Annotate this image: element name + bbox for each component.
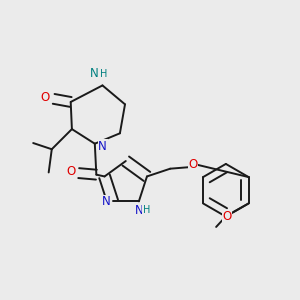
Text: N: N	[101, 196, 110, 208]
Text: N: N	[90, 67, 99, 80]
Text: H: H	[143, 205, 150, 215]
Text: O: O	[66, 165, 76, 178]
Text: H: H	[100, 69, 108, 79]
Text: N: N	[98, 140, 107, 153]
Text: O: O	[40, 91, 50, 104]
Text: O: O	[188, 158, 198, 171]
Text: O: O	[223, 210, 232, 223]
Text: N: N	[135, 204, 144, 217]
